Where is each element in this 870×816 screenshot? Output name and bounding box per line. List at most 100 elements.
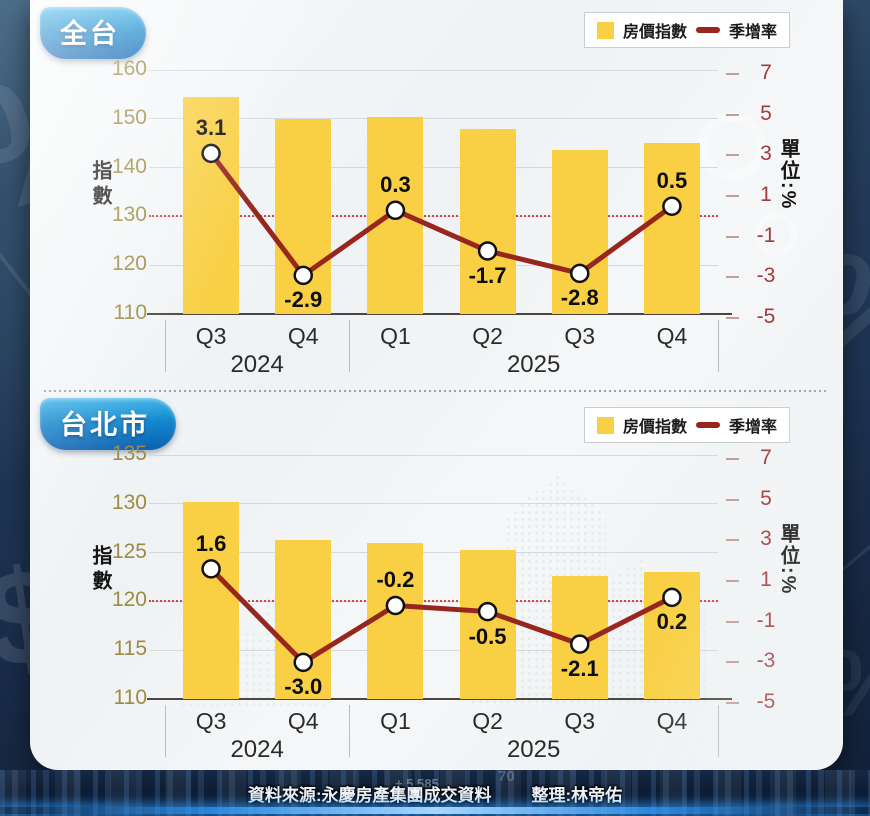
- left-axis-tick: 120: [111, 588, 147, 612]
- legend-line-label: 季增率: [728, 24, 777, 41]
- right-axis-tick-mark: [726, 73, 739, 76]
- data-label: -1.7: [468, 262, 507, 288]
- right-axis-tick-mark: [726, 317, 739, 320]
- left-axis-title: 指數: [89, 160, 111, 210]
- footer-glow-line: [0, 807, 870, 814]
- right-axis-tick: -1: [756, 223, 776, 247]
- gridline: [149, 649, 718, 651]
- bar-Q1: [367, 542, 424, 699]
- x-axis-label: Q1: [380, 708, 411, 734]
- x-axis-label: Q2: [472, 708, 503, 734]
- axis-group-divider: [717, 705, 719, 757]
- x-axis-line: [147, 313, 732, 315]
- growth-rate-line: [201, 143, 682, 286]
- axis-group-divider: [164, 705, 166, 757]
- axis-group-divider: [348, 320, 350, 372]
- bar-Q3: [551, 150, 608, 314]
- year-label: 2025: [506, 736, 561, 763]
- left-axis-title: 指數: [89, 545, 111, 595]
- gridline: [149, 167, 718, 169]
- left-axis-tick: 135: [111, 442, 147, 465]
- x-axis-line: [147, 698, 732, 700]
- circle-watermark: [754, 212, 798, 256]
- left-axis-tick: 110: [113, 301, 147, 324]
- chart-section-taipei: 台北市 房價指數 季增率 指數 單位:% 135 130 125 120 115 110 7…: [30, 385, 843, 770]
- right-axis-tick-mark: [726, 195, 739, 198]
- x-axis-label: Q3: [564, 323, 596, 349]
- data-label: -0.5: [468, 623, 507, 649]
- axis-group-divider: [348, 705, 350, 757]
- right-axis-tick-mark: [726, 458, 739, 461]
- left-axis-tick: 110: [113, 686, 147, 709]
- data-label: -0.2: [376, 567, 415, 593]
- x-axis-label: Q4: [287, 708, 319, 734]
- axis-group-divider: [717, 320, 719, 372]
- chart-title-badge: 台北市: [40, 398, 176, 450]
- data-point-marker: [477, 241, 498, 261]
- gridline: [149, 69, 718, 71]
- legend-bar-label: 房價指數: [622, 24, 687, 41]
- legend: 房價指數 季增率: [583, 407, 790, 443]
- axis-group-divider: [164, 320, 166, 372]
- data-label: -2.1: [560, 656, 599, 682]
- bar-Q4: [643, 143, 700, 314]
- right-axis-tick-mark: [726, 235, 739, 238]
- legend-line-label: 季增率: [728, 419, 777, 436]
- growth-rate-line: [201, 559, 682, 673]
- year-label: 2024: [230, 351, 284, 378]
- left-axis-tick: 160: [111, 57, 147, 80]
- data-point-marker: [201, 143, 221, 164]
- chart-panel: 全台 房價指數 季增率 指數 單位:% 160 150 140 130 120 110 7 5…: [30, 0, 843, 770]
- legend: 房價指數 季增率: [583, 12, 790, 48]
- right-axis-tick: 7: [760, 61, 772, 85]
- data-label: 3.1: [195, 115, 227, 141]
- left-axis-tick: 150: [111, 105, 147, 129]
- data-label: -2.9: [284, 287, 323, 313]
- right-axis-tick-mark: [726, 276, 739, 279]
- left-axis-tick: 120: [111, 252, 147, 276]
- data-label: 1.6: [195, 530, 227, 556]
- x-axis-label: Q3: [195, 323, 227, 349]
- year-label: 2025: [506, 351, 561, 378]
- right-axis-tick-mark: [726, 154, 739, 157]
- gridline: [149, 264, 718, 266]
- right-axis-tick: -3: [756, 264, 776, 288]
- x-axis-label: Q1: [380, 323, 411, 349]
- chart-section-national: 全台 房價指數 季增率 指數 單位:% 160 150 140 130 120 110 7 5…: [30, 0, 843, 385]
- right-axis-title: 單位:%: [777, 138, 799, 211]
- x-axis-label: Q2: [472, 323, 503, 349]
- right-axis-tick: 1: [760, 183, 772, 207]
- right-axis-tick-mark: [726, 113, 739, 116]
- gridline: [149, 454, 718, 456]
- bar-Q2: [459, 129, 516, 314]
- year-label: 2024: [230, 736, 284, 763]
- x-axis-label: Q3: [564, 708, 596, 734]
- right-axis-tick: 3: [760, 527, 772, 551]
- x-axis-label: Q4: [656, 708, 688, 734]
- data-point-marker: [385, 200, 406, 221]
- footer-credits: 資料來源:永慶房產集團成交資料 整理:林帝佑: [0, 781, 870, 806]
- bar-Q2: [459, 549, 516, 699]
- data-point-marker: [385, 595, 406, 616]
- left-axis-tick: 140: [111, 154, 147, 178]
- right-axis-tick: 7: [760, 446, 772, 470]
- left-axis-tick: 130: [111, 490, 147, 514]
- source-credit: 資料來源:永慶房產集團成交資料: [247, 786, 492, 805]
- data-point-marker: [201, 559, 221, 579]
- line-path: [209, 151, 674, 278]
- data-point-marker: [662, 587, 682, 608]
- left-axis-tick: 125: [111, 539, 147, 563]
- bar-series-swatch-icon: [596, 416, 614, 434]
- right-axis-tick: -5: [756, 305, 776, 329]
- right-axis-tick: -1: [756, 608, 776, 632]
- gridline: [149, 503, 718, 505]
- chart-title-badge: 全台: [40, 7, 146, 59]
- data-point-marker: [570, 263, 590, 284]
- data-label: -2.8: [560, 285, 599, 311]
- footer-band: + 5,585 70 資料來源:永慶房產集團成交資料 整理:林帝佑: [0, 768, 870, 816]
- background-ticker-value: + 5,585: [395, 776, 439, 791]
- left-axis-tick: 130: [111, 203, 147, 227]
- bar-Q3: [183, 501, 240, 699]
- data-point-marker: [570, 634, 590, 654]
- bar-Q3: [183, 96, 240, 314]
